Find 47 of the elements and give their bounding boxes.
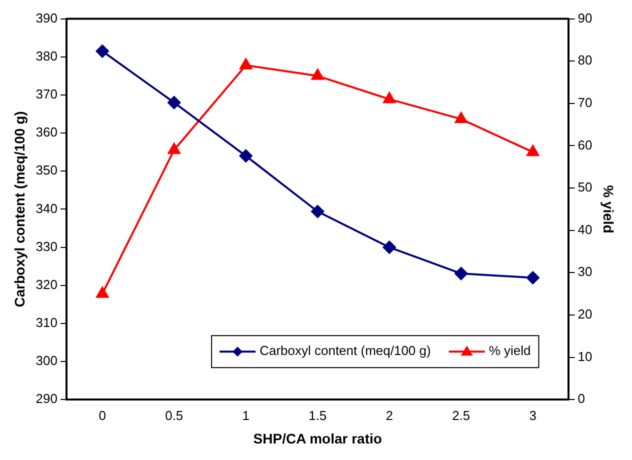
y2-tick-label: 50: [578, 180, 592, 195]
point: [168, 142, 180, 154]
y2-tick-label: 70: [578, 95, 592, 110]
y2-axis-title: % yield: [600, 185, 617, 234]
x-tick-label: 1: [242, 408, 250, 423]
y-tick-label: 300: [36, 353, 58, 368]
y2-tick-label: 0: [578, 391, 585, 406]
point: [240, 58, 252, 70]
point: [96, 44, 109, 58]
y-axis-title: Carboxyl content (meq/100 g): [11, 111, 28, 308]
y-tick-label: 370: [36, 86, 58, 102]
x-tick-label: 0: [98, 408, 106, 423]
y2-tick-label: 90: [578, 10, 592, 26]
y-tick-label: 330: [36, 238, 58, 254]
y-tick-label: 290: [36, 391, 58, 406]
legend-label: % yield: [488, 343, 531, 358]
y2-tick-label: 60: [578, 137, 592, 152]
point: [454, 112, 468, 124]
x-tick-label: 1.5: [308, 408, 327, 423]
y2-tick-label: 80: [578, 52, 592, 68]
y2-tick-label: 10: [578, 348, 592, 364]
x-tick-label: 2.5: [452, 408, 470, 423]
y-tick-label: 320: [36, 276, 58, 292]
point: [383, 92, 396, 104]
y-tick-label: 390: [36, 10, 58, 26]
point: [311, 68, 324, 80]
point: [96, 286, 109, 298]
point: [526, 271, 540, 284]
y-tick-label: 340: [36, 200, 58, 216]
point: [311, 204, 324, 218]
y-tick-label: 380: [36, 48, 58, 64]
x-tick-label: 2: [386, 408, 393, 423]
y2-tick-label: 40: [578, 222, 592, 237]
x-tick-label: 3: [529, 408, 536, 423]
y-tick-label: 360: [36, 124, 58, 140]
x-tick-label: 0.5: [165, 408, 184, 423]
point: [239, 149, 252, 162]
y2-tick-label: 20: [578, 306, 592, 322]
point: [454, 267, 468, 280]
point: [526, 145, 540, 156]
legend-label: Carboxyl content (meq/100 g): [260, 343, 431, 358]
point: [168, 96, 181, 110]
x-axis-title: SHP/CA molar ratio: [253, 430, 382, 446]
y2-tick-label: 30: [578, 264, 592, 280]
y-tick-label: 350: [36, 162, 58, 178]
point: [382, 240, 396, 254]
y-tick-label: 310: [36, 315, 58, 330]
